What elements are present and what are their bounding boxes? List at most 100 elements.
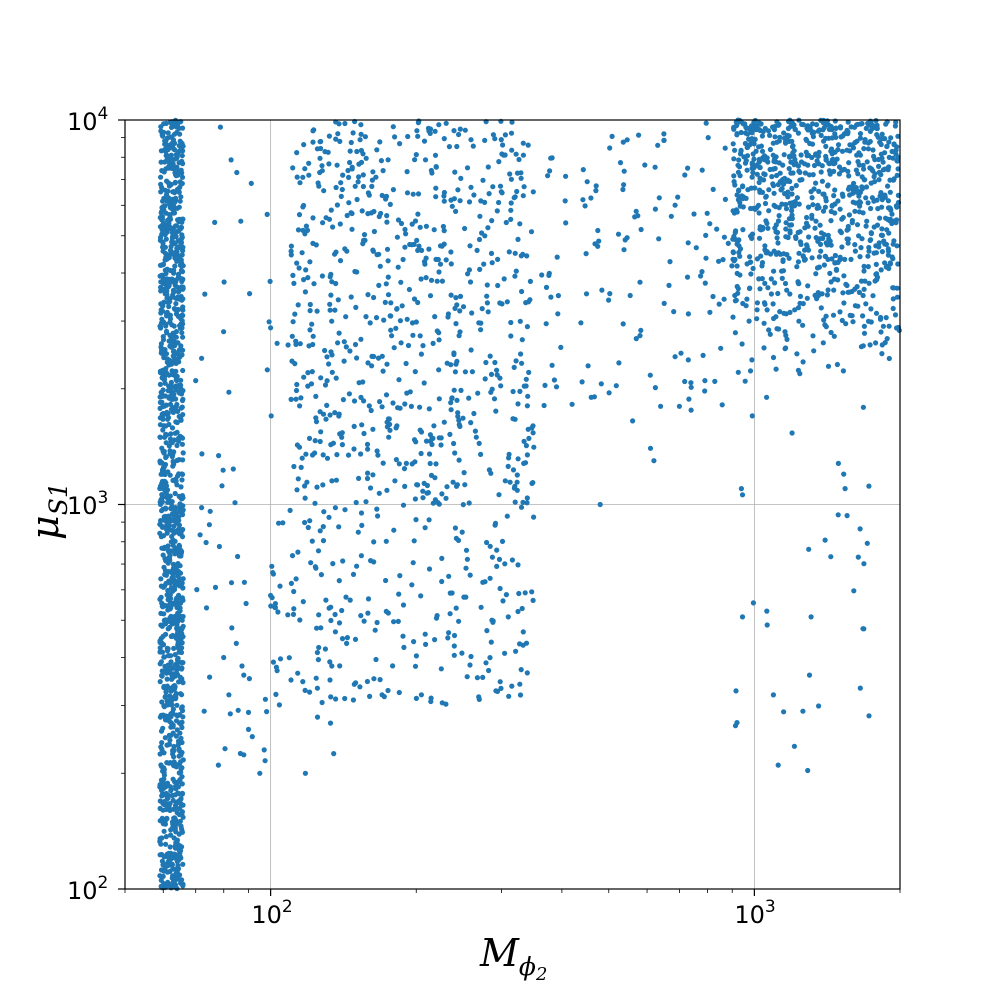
- data-point: [749, 357, 755, 363]
- data-point: [342, 507, 348, 513]
- data-point: [765, 285, 771, 291]
- data-point: [508, 176, 514, 182]
- data-point: [484, 300, 490, 306]
- data-point: [733, 688, 739, 694]
- data-point: [877, 215, 883, 221]
- data-point: [710, 293, 716, 300]
- data-point: [860, 626, 866, 632]
- data-point: [513, 268, 519, 274]
- data-point: [177, 777, 183, 783]
- data-point: [157, 873, 163, 879]
- data-point: [197, 532, 203, 538]
- data-point: [749, 130, 755, 136]
- data-point: [403, 460, 409, 466]
- data-point: [878, 314, 884, 321]
- data-point: [355, 179, 361, 185]
- data-point: [525, 393, 531, 399]
- data-point: [451, 652, 457, 658]
- data-point: [767, 331, 773, 337]
- data-point: [580, 167, 586, 173]
- data-point: [320, 524, 326, 530]
- data-point: [788, 222, 795, 228]
- data-point: [314, 625, 320, 631]
- data-point: [661, 300, 667, 306]
- data-point: [267, 278, 273, 284]
- data-point: [826, 122, 832, 128]
- data-point: [889, 148, 895, 155]
- data-point: [298, 395, 304, 401]
- data-point: [835, 460, 842, 466]
- data-point: [738, 147, 744, 153]
- data-point: [411, 241, 417, 247]
- data-point: [595, 227, 601, 234]
- data-point: [179, 534, 186, 540]
- data-point: [468, 420, 474, 426]
- data-point: [865, 146, 872, 152]
- data-point: [835, 142, 842, 148]
- data-point: [352, 268, 358, 275]
- data-point: [423, 438, 430, 444]
- data-point: [323, 416, 329, 422]
- data-point: [798, 159, 805, 165]
- data-point: [295, 476, 301, 482]
- data-point: [831, 333, 837, 339]
- data-point: [790, 143, 796, 149]
- data-point: [421, 138, 428, 144]
- data-point: [764, 394, 770, 400]
- data-point: [310, 215, 316, 221]
- data-point: [780, 257, 786, 263]
- data-point: [771, 268, 777, 274]
- data-point: [360, 172, 366, 178]
- x-tick-label-1: 102: [251, 897, 292, 929]
- data-point: [443, 495, 449, 501]
- data-point: [177, 323, 183, 329]
- data-point: [731, 258, 737, 264]
- data-point: [161, 121, 167, 127]
- data-point: [878, 190, 884, 196]
- data-point: [862, 278, 868, 284]
- data-point: [863, 125, 869, 131]
- data-point: [302, 495, 308, 501]
- data-point: [415, 211, 421, 217]
- data-point: [756, 276, 762, 282]
- data-point: [672, 354, 678, 360]
- data-point: [382, 299, 388, 305]
- data-point: [739, 614, 746, 620]
- data-point: [361, 398, 367, 404]
- data-point: [327, 677, 333, 683]
- data-point: [883, 121, 889, 127]
- data-point: [166, 421, 172, 428]
- data-point: [856, 233, 862, 239]
- data-point: [804, 125, 810, 131]
- data-point: [302, 483, 308, 489]
- data-point: [411, 639, 417, 645]
- data-point: [163, 328, 170, 334]
- data-point: [513, 648, 519, 654]
- data-point: [738, 486, 745, 492]
- data-point: [754, 171, 760, 177]
- data-point: [369, 363, 375, 369]
- data-point: [387, 421, 393, 427]
- data-point: [203, 605, 210, 611]
- data-point: [163, 366, 169, 372]
- data-point: [163, 440, 169, 446]
- data-point: [856, 162, 862, 168]
- data-point: [413, 695, 419, 702]
- data-point: [675, 194, 681, 200]
- data-point: [343, 594, 349, 600]
- data-point: [816, 703, 822, 709]
- data-point: [827, 270, 833, 276]
- data-point: [454, 397, 460, 403]
- data-point: [621, 247, 627, 253]
- data-point: [343, 314, 349, 320]
- data-point: [451, 387, 457, 393]
- data-point: [340, 172, 346, 178]
- data-point: [412, 218, 419, 224]
- data-point: [157, 262, 164, 268]
- data-point: [473, 434, 479, 440]
- data-point: [777, 170, 783, 176]
- data-point: [443, 120, 449, 126]
- data-point: [531, 514, 537, 520]
- data-point: [652, 164, 658, 170]
- data-point: [789, 200, 796, 206]
